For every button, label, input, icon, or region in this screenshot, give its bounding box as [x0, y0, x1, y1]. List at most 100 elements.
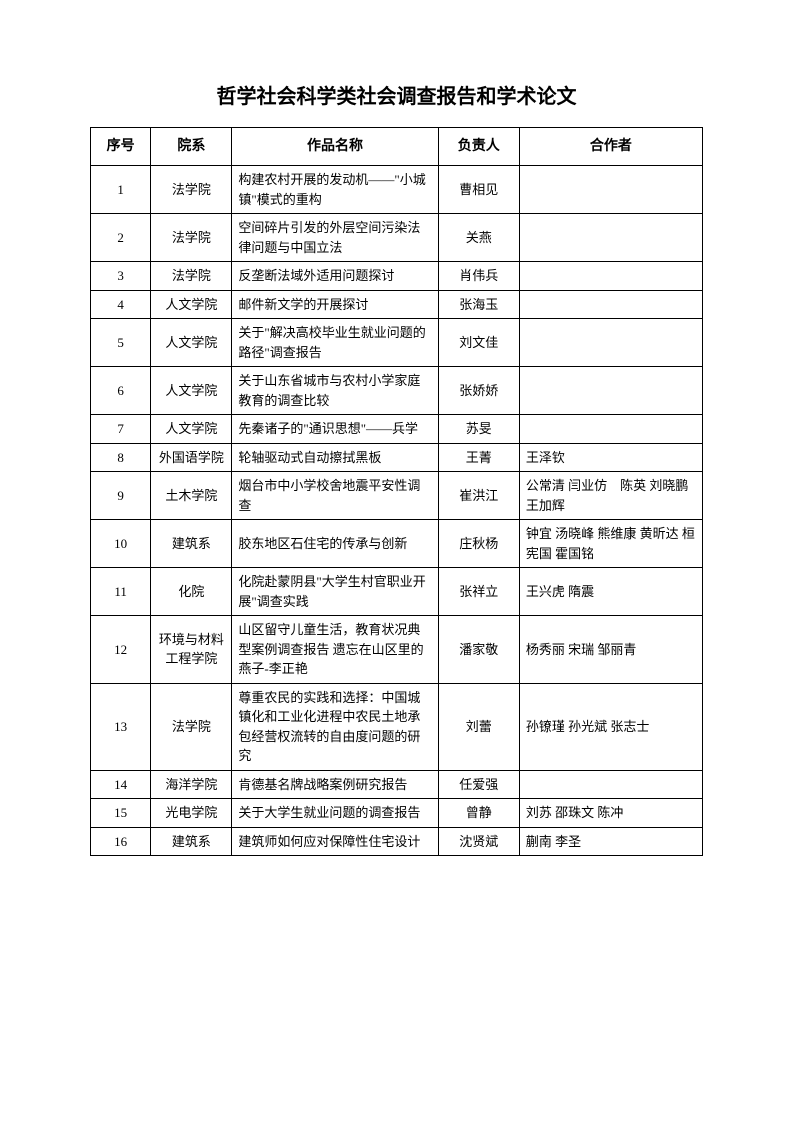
- table-row: 5人文学院关于"解决高校毕业生就业问题的路径"调查报告刘文佳: [91, 319, 703, 367]
- cell-leader: 张娇娇: [438, 367, 519, 415]
- cell-workname: 尊重农民的实践和选择：中国城镇化和工业化进程中农民土地承包经营权流转的自由度问题…: [232, 683, 438, 770]
- table-row: 13法学院尊重农民的实践和选择：中国城镇化和工业化进程中农民土地承包经营权流转的…: [91, 683, 703, 770]
- cell-collaborators: 钟宜 汤晓峰 熊维康 黄昕达 桓宪国 霍国铭: [519, 520, 702, 568]
- cell-index: 12: [91, 616, 151, 684]
- table-row: 10建筑系胶东地区石住宅的传承与创新庄秋杨钟宜 汤晓峰 熊维康 黄昕达 桓宪国 …: [91, 520, 703, 568]
- cell-index: 13: [91, 683, 151, 770]
- header-collaborators: 合作者: [519, 128, 702, 166]
- table-row: 8外国语学院轮轴驱动式自动擦拭黑板王菁王泽钦: [91, 443, 703, 472]
- cell-collaborators: [519, 262, 702, 291]
- cell-leader: 关燕: [438, 214, 519, 262]
- cell-department: 法学院: [151, 262, 232, 291]
- table-row: 3法学院反垄断法域外适用问题探讨肖伟兵: [91, 262, 703, 291]
- cell-workname: 关于大学生就业问题的调查报告: [232, 799, 438, 828]
- cell-leader: 曹相见: [438, 166, 519, 214]
- cell-department: 法学院: [151, 214, 232, 262]
- table-row: 2法学院空间碎片引发的外层空间污染法律问题与中国立法关燕: [91, 214, 703, 262]
- cell-department: 土木学院: [151, 472, 232, 520]
- cell-index: 15: [91, 799, 151, 828]
- cell-workname: 胶东地区石住宅的传承与创新: [232, 520, 438, 568]
- cell-workname: 建筑师如何应对保障性住宅设计: [232, 827, 438, 856]
- table-header-row: 序号 院系 作品名称 负责人 合作者: [91, 128, 703, 166]
- cell-index: 14: [91, 770, 151, 799]
- cell-collaborators: [519, 415, 702, 444]
- cell-department: 光电学院: [151, 799, 232, 828]
- cell-workname: 关于"解决高校毕业生就业问题的路径"调查报告: [232, 319, 438, 367]
- table-row: 1法学院构建农村开展的发动机——"小城镇"模式的重构曹相见: [91, 166, 703, 214]
- cell-index: 6: [91, 367, 151, 415]
- cell-index: 16: [91, 827, 151, 856]
- cell-leader: 崔洪江: [438, 472, 519, 520]
- cell-workname: 先秦诸子的"通识思想"——兵学: [232, 415, 438, 444]
- table-row: 9土木学院烟台市中小学校舍地震平安性调查崔洪江公常清 闫业仿 陈英 刘晓鹏 王加…: [91, 472, 703, 520]
- cell-collaborators: [519, 166, 702, 214]
- cell-collaborators: 杨秀丽 宋瑞 邹丽青: [519, 616, 702, 684]
- cell-leader: 刘文佳: [438, 319, 519, 367]
- header-department: 院系: [151, 128, 232, 166]
- cell-workname: 空间碎片引发的外层空间污染法律问题与中国立法: [232, 214, 438, 262]
- table-row: 15光电学院关于大学生就业问题的调查报告曾静刘苏 邵珠文 陈冲: [91, 799, 703, 828]
- cell-department: 人文学院: [151, 415, 232, 444]
- cell-index: 10: [91, 520, 151, 568]
- cell-collaborators: 孙镣瑾 孙光斌 张志士: [519, 683, 702, 770]
- cell-leader: 任爱强: [438, 770, 519, 799]
- cell-collaborators: 公常清 闫业仿 陈英 刘晓鹏 王加辉: [519, 472, 702, 520]
- header-workname: 作品名称: [232, 128, 438, 166]
- table-body: 1法学院构建农村开展的发动机——"小城镇"模式的重构曹相见2法学院空间碎片引发的…: [91, 166, 703, 856]
- cell-department: 人文学院: [151, 367, 232, 415]
- cell-leader: 王菁: [438, 443, 519, 472]
- cell-leader: 沈贤斌: [438, 827, 519, 856]
- cell-workname: 肯德基名牌战略案例研究报告: [232, 770, 438, 799]
- cell-workname: 烟台市中小学校舍地震平安性调查: [232, 472, 438, 520]
- research-table: 序号 院系 作品名称 负责人 合作者 1法学院构建农村开展的发动机——"小城镇"…: [90, 127, 703, 856]
- cell-index: 9: [91, 472, 151, 520]
- cell-collaborators: [519, 319, 702, 367]
- table-row: 14海洋学院肯德基名牌战略案例研究报告任爱强: [91, 770, 703, 799]
- cell-collaborators: 蒯南 李圣: [519, 827, 702, 856]
- cell-collaborators: 王泽钦: [519, 443, 702, 472]
- cell-department: 法学院: [151, 166, 232, 214]
- cell-department: 人文学院: [151, 290, 232, 319]
- cell-index: 2: [91, 214, 151, 262]
- cell-leader: 庄秋杨: [438, 520, 519, 568]
- cell-index: 7: [91, 415, 151, 444]
- cell-leader: 张祥立: [438, 568, 519, 616]
- cell-department: 环境与材料工程学院: [151, 616, 232, 684]
- cell-department: 外国语学院: [151, 443, 232, 472]
- cell-collaborators: [519, 214, 702, 262]
- cell-workname: 化院赴蒙阴县"大学生村官职业开展"调查实践: [232, 568, 438, 616]
- cell-leader: 肖伟兵: [438, 262, 519, 291]
- cell-index: 1: [91, 166, 151, 214]
- cell-department: 化院: [151, 568, 232, 616]
- cell-department: 海洋学院: [151, 770, 232, 799]
- cell-index: 8: [91, 443, 151, 472]
- cell-workname: 邮件新文学的开展探讨: [232, 290, 438, 319]
- table-row: 7人文学院先秦诸子的"通识思想"——兵学苏旻: [91, 415, 703, 444]
- cell-index: 4: [91, 290, 151, 319]
- table-row: 4人文学院邮件新文学的开展探讨张海玉: [91, 290, 703, 319]
- table-row: 11化院化院赴蒙阴县"大学生村官职业开展"调查实践张祥立王兴虎 隋震: [91, 568, 703, 616]
- cell-department: 建筑系: [151, 520, 232, 568]
- cell-workname: 构建农村开展的发动机——"小城镇"模式的重构: [232, 166, 438, 214]
- cell-department: 法学院: [151, 683, 232, 770]
- cell-leader: 苏旻: [438, 415, 519, 444]
- cell-leader: 张海玉: [438, 290, 519, 319]
- cell-leader: 曾静: [438, 799, 519, 828]
- cell-workname: 关于山东省城市与农村小学家庭教育的调查比较: [232, 367, 438, 415]
- table-row: 16建筑系建筑师如何应对保障性住宅设计沈贤斌蒯南 李圣: [91, 827, 703, 856]
- header-index: 序号: [91, 128, 151, 166]
- page-title: 哲学社会科学类社会调查报告和学术论文: [90, 80, 703, 109]
- cell-collaborators: [519, 770, 702, 799]
- table-row: 6人文学院关于山东省城市与农村小学家庭教育的调查比较张娇娇: [91, 367, 703, 415]
- cell-collaborators: 刘苏 邵珠文 陈冲: [519, 799, 702, 828]
- cell-collaborators: 王兴虎 隋震: [519, 568, 702, 616]
- cell-collaborators: [519, 367, 702, 415]
- cell-index: 5: [91, 319, 151, 367]
- cell-index: 3: [91, 262, 151, 291]
- header-leader: 负责人: [438, 128, 519, 166]
- cell-department: 建筑系: [151, 827, 232, 856]
- cell-workname: 轮轴驱动式自动擦拭黑板: [232, 443, 438, 472]
- cell-index: 11: [91, 568, 151, 616]
- cell-workname: 反垄断法域外适用问题探讨: [232, 262, 438, 291]
- cell-leader: 刘蕾: [438, 683, 519, 770]
